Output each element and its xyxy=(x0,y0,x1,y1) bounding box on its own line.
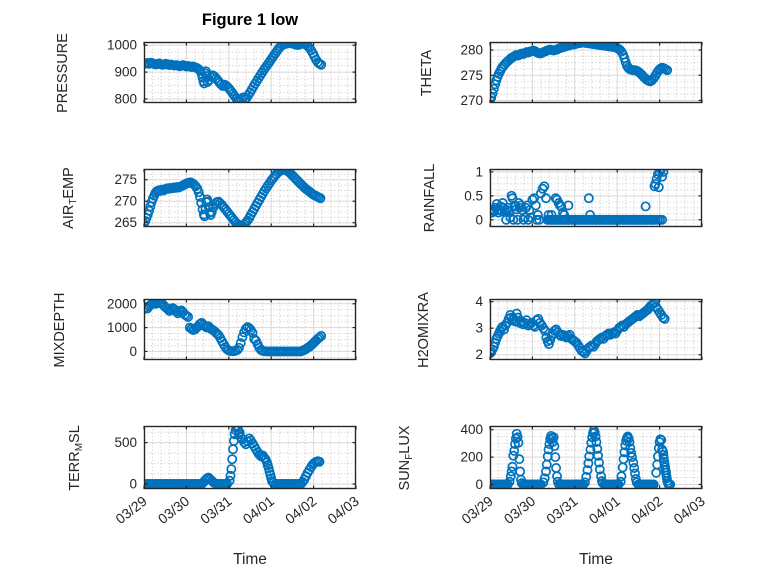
plot-area-mixdepth: 0 1000 2000 xyxy=(107,296,357,361)
svg-text:400: 400 xyxy=(460,422,483,437)
svg-text:4: 4 xyxy=(475,294,483,309)
plot-area-air-temp: 265 270 275 xyxy=(114,168,357,230)
plot-area-terr-msl: 0 500 03/29 03/30 03/31 04/01 04/02 04/03 xyxy=(112,425,362,527)
svg-text:270: 270 xyxy=(114,194,137,209)
svg-text:0: 0 xyxy=(475,212,483,227)
svg-text:04/03: 04/03 xyxy=(670,493,708,527)
y-axis-label-sun-flux: SUNFLUX xyxy=(397,425,415,490)
svg-text:04/03: 04/03 xyxy=(324,493,362,527)
plot-area-pressure: 800 900 1000 xyxy=(107,38,357,106)
x-axis-label-right: Time xyxy=(579,551,613,568)
svg-text:270: 270 xyxy=(460,93,483,108)
svg-text:0: 0 xyxy=(475,477,483,492)
plot-area-h2omixra: 2 3 4 xyxy=(475,294,703,362)
subplot-h2omixra: H2OMIXRA 2 3 4 xyxy=(416,292,703,367)
y-axis-label-rainfall: RAINFALL xyxy=(422,163,438,233)
subplot-terr-msl: TERRMSL 0 500 03/29 03/30 03/31 04/01 04/02 04/… xyxy=(67,425,362,527)
subplot-air-temp: AIRTEMP 265 270 275 xyxy=(61,167,357,230)
svg-text:265: 265 xyxy=(114,215,137,230)
y-axis-label-terr-msl: TERRMSL xyxy=(67,424,85,491)
svg-text:0: 0 xyxy=(129,477,137,492)
svg-text:03/29: 03/29 xyxy=(112,493,150,527)
svg-text:800: 800 xyxy=(114,91,137,106)
subplot-pressure: PRESSURE 800 900 1000 xyxy=(55,33,357,112)
svg-text:200: 200 xyxy=(460,450,483,465)
svg-text:1000: 1000 xyxy=(107,320,137,335)
svg-text:03/31: 03/31 xyxy=(543,493,581,527)
subplot-sun-flux: SUNFLUX 0 200 400 03/29 03/30 03/31 04/01 04/02… xyxy=(397,422,708,527)
svg-text:04/01: 04/01 xyxy=(240,493,278,527)
svg-text:0: 0 xyxy=(129,344,137,359)
svg-text:03/29: 03/29 xyxy=(458,493,496,527)
y-axis-label-pressure: PRESSURE xyxy=(55,32,71,113)
svg-text:03/30: 03/30 xyxy=(155,493,193,527)
plot-area-rainfall: 00.51 xyxy=(464,164,703,227)
svg-text:280: 280 xyxy=(460,43,483,58)
plot-area-sun-flux: 0 200 400 03/29 03/30 03/31 04/01 04/02 04/03 xyxy=(458,422,708,527)
svg-text:03/31: 03/31 xyxy=(197,493,235,527)
svg-text:3: 3 xyxy=(475,321,483,336)
svg-text:2: 2 xyxy=(475,347,483,362)
svg-text:275: 275 xyxy=(114,172,137,187)
figure-title: Figure 1 low xyxy=(201,11,299,29)
y-axis-label-air-temp: AIRTEMP xyxy=(61,167,79,229)
svg-text:2000: 2000 xyxy=(107,296,137,311)
subplot-rainfall: RAINFALL 0 0.5 1 xyxy=(422,164,703,232)
svg-text:04/02: 04/02 xyxy=(282,493,320,527)
subplot-theta: THETA 270 275 280 xyxy=(419,41,703,108)
x-axis-label-left: Time xyxy=(233,551,267,568)
plot-area-theta: 270 275 280 xyxy=(460,41,703,108)
svg-text:0.5: 0.5 xyxy=(464,188,483,203)
svg-text:04/02: 04/02 xyxy=(628,493,666,527)
y-axis-label-theta: THETA xyxy=(419,49,435,96)
svg-text:500: 500 xyxy=(114,435,137,450)
svg-text:275: 275 xyxy=(460,68,483,83)
svg-text:03/30: 03/30 xyxy=(501,493,539,527)
svg-text:900: 900 xyxy=(114,65,137,80)
svg-text:04/01: 04/01 xyxy=(586,493,624,527)
subplot-mixdepth: MIXDEPTH 0 1000 2000 xyxy=(52,292,357,367)
y-axis-label-mixdepth: MIXDEPTH xyxy=(52,292,68,367)
svg-text:1000: 1000 xyxy=(107,38,137,53)
y-axis-label-h2omixra: H2OMIXRA xyxy=(416,291,432,368)
svg-text:1: 1 xyxy=(475,164,483,179)
